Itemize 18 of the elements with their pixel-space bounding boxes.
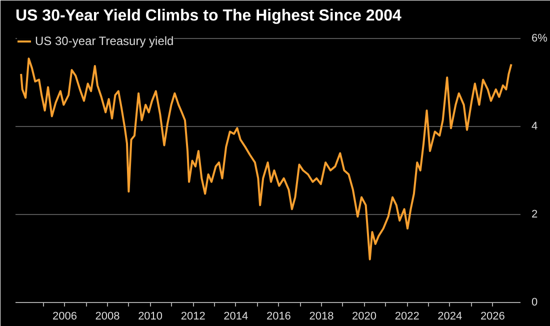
x-tick-label: 2016 (266, 310, 291, 322)
legend-label: US 30-year Treasury yield (35, 34, 174, 48)
y-tick-label: 2 (532, 208, 538, 220)
x-tick-label: 2014 (224, 310, 248, 322)
x-tick-label: 2018 (309, 310, 334, 322)
x-tick-label: 2010 (138, 310, 163, 322)
x-tick-label: 2008 (95, 310, 120, 322)
x-tick-label: 2026 (480, 310, 505, 322)
y-tick-label: 0 (532, 296, 538, 308)
y-tick-label: 6% (532, 32, 548, 44)
x-tick-label: 2022 (394, 310, 420, 322)
line-series (20, 58, 512, 260)
y-tick-label: 4 (532, 120, 538, 132)
chart-title: US 30-Year Yield Climbs to The Highest Since 2004 (16, 8, 402, 24)
x-tick-label: 2012 (180, 310, 206, 322)
x-tick-label: 2024 (438, 310, 462, 322)
x-tick-label: 2020 (352, 310, 377, 322)
x-tick-label: 2006 (52, 310, 77, 322)
